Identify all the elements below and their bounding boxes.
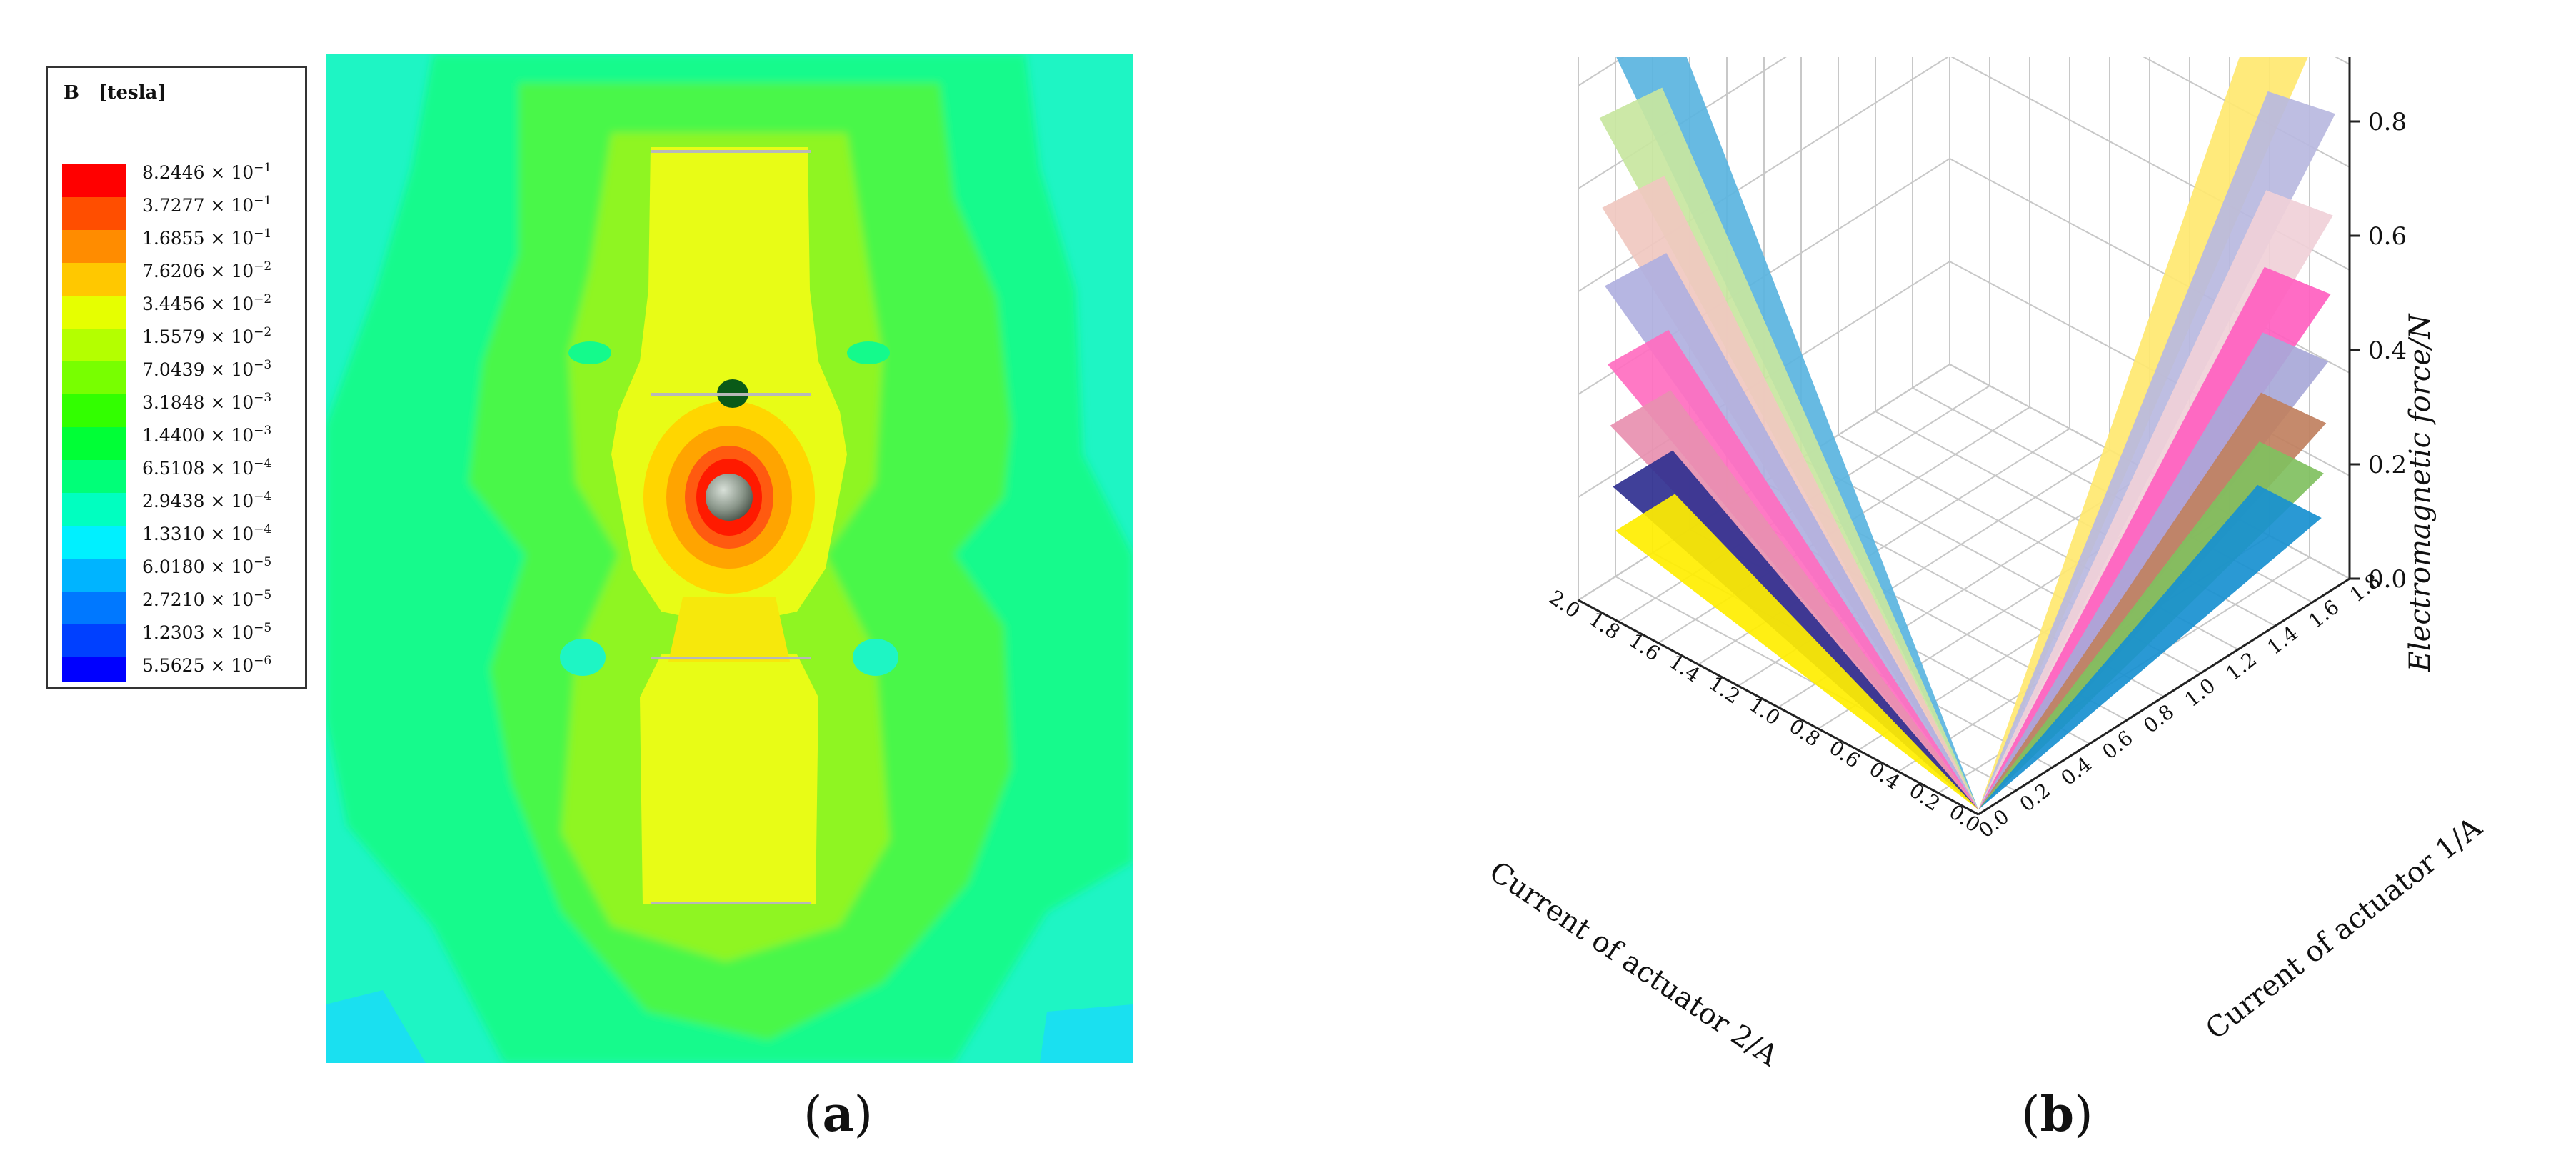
legend-color-12 xyxy=(62,559,126,592)
legend-color-5 xyxy=(62,329,126,361)
z-tick-label: 0.0 xyxy=(2368,565,2407,594)
z-axis-title: Electromagnetic force/N xyxy=(2404,313,2437,673)
legend-color-9 xyxy=(62,460,126,493)
legend-value-7: 3.1848 × 10−3 xyxy=(142,391,271,413)
legend-title: B [tesla] xyxy=(64,82,166,104)
y-axis-line xyxy=(1978,577,2350,816)
y-tick-label: 0.8 xyxy=(2139,699,2178,737)
corner-bl xyxy=(326,990,426,1063)
x-axis-line xyxy=(1578,599,1979,816)
x-tick-label: 1.2 xyxy=(1705,672,1744,709)
x-tick-label: 0.0 xyxy=(1945,800,1984,837)
x-tick-label: 0.2 xyxy=(1905,779,1944,816)
y-tick-label: 1.4 xyxy=(2262,621,2302,659)
y-tick-label: 0.2 xyxy=(2015,778,2055,816)
field-legend: B [tesla] 8.2446 × 10−1 3.7277 × 10−1 1.68… xyxy=(46,66,307,689)
x-tick-label: 0.8 xyxy=(1785,714,1824,752)
legend-value-11: 1.3310 × 10−4 xyxy=(142,522,271,544)
legend-color-7 xyxy=(62,394,126,427)
z-tick-label: 0.2 xyxy=(2368,451,2407,479)
rod-lower xyxy=(640,654,818,904)
legend-scale: 8.2446 × 10−1 3.7277 × 10−1 1.6855 × 10−1 7… xyxy=(62,161,271,682)
x-axis-title: Current of actuator 2/A xyxy=(1485,855,1784,1072)
legend-color-15 xyxy=(62,657,126,682)
legend-color-2 xyxy=(62,230,126,263)
panel-label-a: (a) xyxy=(803,1086,873,1143)
legend-value-2: 1.6855 × 10−1 xyxy=(142,226,271,249)
legend-color-6 xyxy=(62,361,126,394)
side-spot-left-1 xyxy=(568,341,611,364)
legend-value-0: 8.2446 × 10−1 xyxy=(142,161,271,183)
panel-label-b: (b) xyxy=(2021,1086,2093,1143)
legend-value-12: 6.0180 × 10−5 xyxy=(142,555,271,577)
z-tick-label: 0.8 xyxy=(2368,108,2407,136)
x-tick-label: 0.6 xyxy=(1825,736,1864,773)
z-tick-label: 0.6 xyxy=(2368,222,2407,251)
legend-color-13 xyxy=(62,592,126,624)
surface-blade-right-7 xyxy=(1978,484,2322,810)
force-surface-plot: 0.00.20.40.60.81.00.00.20.40.60.81.01.21… xyxy=(1485,57,2485,1072)
legend-value-13: 2.7210 × 10−5 xyxy=(142,588,271,610)
legend-color-1 xyxy=(62,197,126,230)
steel-ball xyxy=(706,474,753,521)
legend-value-14: 1.2303 × 10−5 xyxy=(142,621,271,643)
neck-yellow xyxy=(668,597,790,662)
legend-value-3: 7.6206 × 10−2 xyxy=(142,259,271,281)
x-tick-label: 1.4 xyxy=(1665,650,1704,687)
legend-color-11 xyxy=(62,526,126,559)
side-spot-right-2 xyxy=(853,639,898,676)
legend-value-15: 5.5625 × 10−6 xyxy=(142,654,271,676)
legend-value-5: 1.5579 × 10−2 xyxy=(142,325,271,347)
y-tick-label: 0.4 xyxy=(2057,752,2096,790)
x-tick-label: 1.6 xyxy=(1625,629,1664,666)
legend-color-10 xyxy=(62,493,126,526)
z-tick-label: 0.4 xyxy=(2368,336,2407,365)
legend-value-10: 2.9438 × 10−4 xyxy=(142,489,271,511)
y-axis-title: Current of actuator 1/A xyxy=(2200,810,2485,1046)
magnetic-field-map xyxy=(326,54,1133,1063)
legend-color-14 xyxy=(62,624,126,657)
side-spot-left-2 xyxy=(560,639,606,676)
side-spot-right-1 xyxy=(847,341,890,364)
surface-layer xyxy=(1599,57,2335,810)
x-tick-label: 1.8 xyxy=(1585,607,1624,644)
corner-br xyxy=(1040,1004,1133,1063)
x-tick-label: 1.0 xyxy=(1745,693,1784,730)
legend-value-6: 7.0439 × 10−3 xyxy=(142,358,271,380)
legend-value-9: 6.5108 × 10−4 xyxy=(142,456,271,479)
y-tick-label: 0.0 xyxy=(1974,804,2013,842)
surface-blade-left-7 xyxy=(1615,494,1979,810)
legend-color-8 xyxy=(62,427,126,460)
x-tick-label: 0.4 xyxy=(1865,757,1904,794)
y-tick-label: 1.2 xyxy=(2222,647,2261,685)
legend-value-8: 1.4400 × 10−3 xyxy=(142,424,271,446)
legend-value-1: 3.7277 × 10−1 xyxy=(142,194,271,216)
legend-value-4: 3.4456 × 10−2 xyxy=(142,292,271,314)
legend-color-4 xyxy=(62,296,126,329)
legend-color-3 xyxy=(62,263,126,296)
y-tick-label: 0.6 xyxy=(2098,726,2137,764)
y-tick-label: 1.0 xyxy=(2180,674,2220,712)
legend-color-0 xyxy=(62,164,126,197)
